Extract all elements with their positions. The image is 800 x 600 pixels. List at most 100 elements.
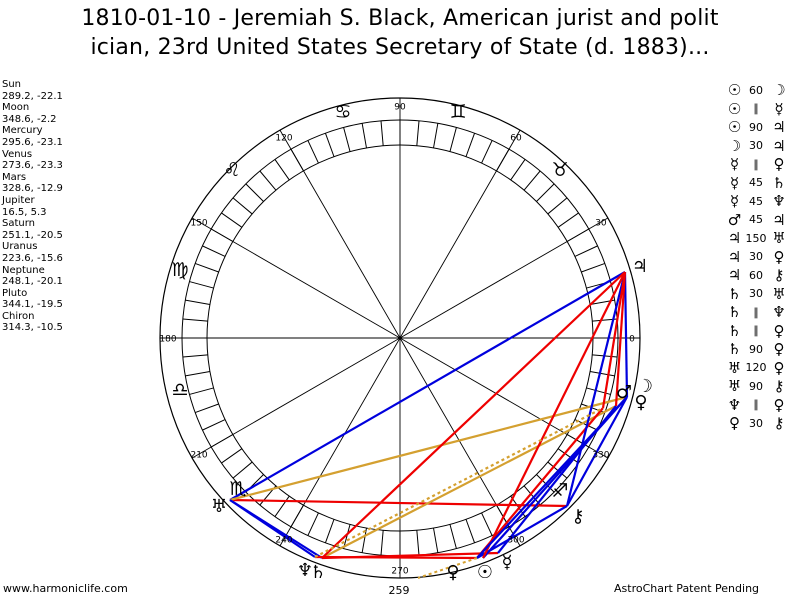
aspect-planet-b: ⚷ [773, 377, 785, 396]
degree-tick [481, 140, 493, 164]
aspect-row: ♃ 30 ♀ [727, 248, 797, 267]
aspect-planet-b: ♆ [772, 303, 786, 322]
degree-tick [380, 530, 384, 556]
aspect-symbol: ∥ [753, 324, 759, 338]
aspect-planet-b: ♀ [773, 247, 785, 266]
aspect-line [565, 271, 627, 507]
zodiac-virgo-icon: ♍ [171, 259, 188, 281]
aspect-line [623, 271, 629, 398]
position-name: Mars [2, 171, 27, 183]
degree-tick [182, 318, 208, 322]
planet-moon-icon: ☽ [637, 376, 653, 397]
aspect-planet-a: ☉ [727, 118, 742, 137]
degree-label: 30 [595, 219, 607, 229]
aspect-row: ☽ 30 ♃ [727, 137, 797, 156]
aspect-symbol: 30 [749, 416, 763, 430]
aspect-planet-b: ♀ [773, 395, 785, 414]
aspect-line [601, 271, 627, 409]
degree-tick [202, 419, 226, 431]
degree-tick [259, 170, 277, 191]
position-coords: 344.1, -19.5 [2, 299, 63, 311]
degree-tick [523, 170, 541, 191]
aspect-line [229, 271, 626, 501]
degree-label: 300 [507, 535, 524, 545]
aspect-planet-a: ♆ [727, 395, 742, 414]
aspect-line [476, 396, 628, 559]
zodiac-scorpio-icon: ♏ [229, 478, 246, 500]
aspect-symbol: ∥ [753, 157, 759, 171]
aspect-row: ♄ 90 ♀ [727, 340, 797, 359]
aspect-planet-b: ♀ [773, 340, 785, 359]
degree-tick [221, 448, 243, 464]
zodiac-glyphs: ♌ ♋ ♊ ♉ ♍ ♎ ♏ ♐ [171, 101, 568, 502]
planet-sun-icon: ☉ [477, 562, 493, 583]
aspect-planet-a: ♂ [727, 210, 742, 229]
footer-patent: AstroChart Patent Pending [614, 582, 760, 595]
title-line-1: 1810-01-10 - Jeremiah S. Black, American… [81, 6, 719, 31]
aspect-row: ♄ ∥ ♆ [727, 303, 797, 322]
degree-tick [465, 132, 476, 157]
degree-tick [189, 387, 214, 395]
degree-label: 210 [190, 451, 207, 461]
aspect-symbol: 45 [749, 213, 763, 227]
aspect-planet-a: ♃ [727, 229, 742, 248]
aspect-planet-a: ☿ [729, 192, 740, 211]
house-spoke [279, 129, 401, 339]
aspect-symbol: ∥ [753, 102, 759, 116]
house-spoke [191, 337, 401, 459]
degree-tick [510, 159, 526, 181]
aspect-planet-a: ♄ [727, 284, 742, 303]
aspect-row: ☿ 45 ♆ [727, 192, 797, 211]
degree-tick [221, 212, 243, 228]
degree-label: 150 [190, 219, 207, 229]
aspect-row: ☉ 60 ☽ [727, 81, 797, 100]
aspect-row: ☉ ∥ ☿ [727, 100, 797, 119]
position-name: Moon [2, 102, 30, 114]
degree-tick [416, 530, 420, 556]
position-coords: 314.3, -10.5 [2, 322, 63, 334]
house-spoke [399, 337, 609, 459]
degree-label: 0 [629, 335, 635, 345]
position-coords: 248.1, -20.1 [2, 276, 63, 288]
degree-tick [274, 495, 290, 517]
house-spoke [399, 217, 609, 339]
aspect-symbol: 60 [749, 268, 763, 282]
position-coords: 273.6, -23.3 [2, 160, 63, 172]
aspect-planet-b: ☿ [774, 99, 784, 118]
position-coords: 251.1, -20.5 [2, 229, 63, 241]
aspect-symbol: ∥ [753, 398, 759, 412]
zodiac-leo-icon: ♌ [223, 159, 240, 181]
aspect-planet-b: ♄ [772, 173, 786, 192]
degree-tick [232, 461, 253, 479]
position-coords: 348.6, -2.2 [2, 113, 57, 125]
aspect-symbol: 45 [749, 194, 763, 208]
aspect-planet-a: ♃ [727, 247, 742, 266]
degree-tick [547, 197, 568, 215]
house-spoke [191, 217, 401, 339]
degree-label: 90 [394, 103, 406, 113]
aspect-symbol: 90 [749, 342, 763, 356]
degree-tick [586, 387, 611, 395]
position-coords: 223.6, -15.6 [2, 252, 63, 264]
degree-labels: 0 30 60 90 120 150 180 210 240 270 300 330 259 [159, 103, 635, 598]
title-line-2: ician, 23rd United States Secretary of S… [90, 35, 710, 60]
aspect-line [229, 395, 628, 502]
degree-tick [557, 212, 579, 228]
aspect-list: ☉ 60 ☽ ☉ ∥ ☿ ☉ 90 ♃ ☽ 30 ♃ ☿ ∥ ♀ ☿ 45 ♄ ☿ 45 ♆ ♂ 45 ♃ ♃ 150 ♅ ♃ 30 ♀ ♃… [727, 81, 797, 433]
aspect-planet-a: ☿ [729, 173, 740, 192]
degree-tick [589, 371, 615, 377]
aspect-planet-b: ⚷ [773, 414, 785, 433]
degree-tick [574, 245, 598, 257]
aspect-planet-b: ♃ [772, 118, 786, 137]
degree-tick [536, 183, 555, 202]
position-coords: 16.5, 5.3 [2, 206, 47, 218]
aspect-line [614, 271, 627, 407]
aspect-symbol: ∥ [753, 305, 759, 319]
position-name: Uranus [2, 241, 38, 253]
aspect-line [566, 396, 628, 507]
aspect-symbol: 45 [749, 176, 763, 190]
aspect-line [321, 271, 626, 559]
aspect-planet-b: ☽ [772, 81, 786, 100]
degree-tick [185, 371, 211, 377]
